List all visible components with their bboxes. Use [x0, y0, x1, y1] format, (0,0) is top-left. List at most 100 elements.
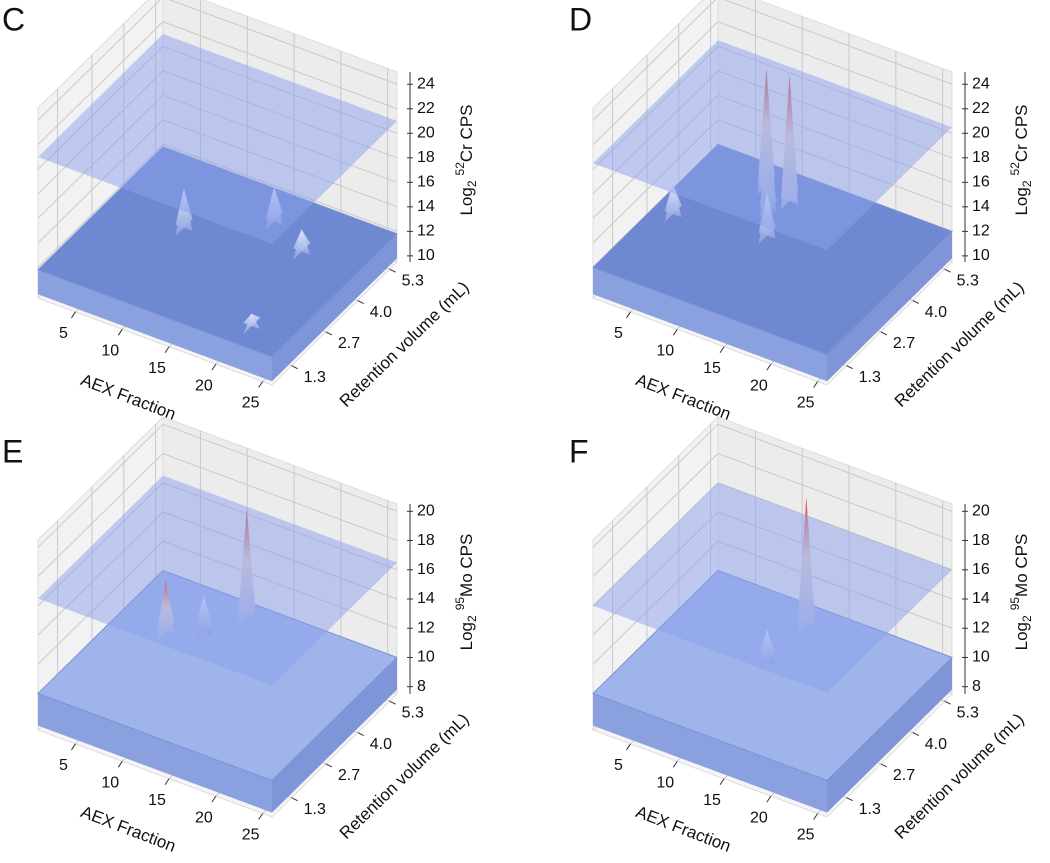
y-tick-label: 4.0: [925, 736, 947, 753]
y-tick: [357, 732, 365, 737]
y-tick: [389, 700, 396, 705]
z-tick-label: 8: [417, 678, 426, 695]
z-label-rest: Cr CPS: [457, 104, 476, 162]
z-label-sup: 52: [453, 162, 467, 176]
x-axis-label: AEX Fraction: [78, 370, 178, 424]
y-tick: [325, 331, 333, 336]
x-tick-label: 15: [148, 360, 166, 377]
x-tick: [766, 795, 772, 803]
y-tick-label: 4.0: [370, 304, 392, 321]
x-tick: [258, 381, 264, 388]
z-tick-label: 22: [417, 100, 435, 117]
y-tick-label: 5.3: [957, 704, 979, 721]
y-tick: [912, 300, 920, 305]
grid-line: [592, 0, 716, 121]
z-label-base: Log: [1012, 187, 1031, 215]
z-tick-label: 18: [972, 532, 990, 549]
z-tick-label: 20: [972, 125, 990, 142]
panel: 5 10 15 20 25 1.3 2.7 4.0 5.3 10 12 14 16 18 20 22 24 D AE…: [569, 0, 1034, 424]
grid-line: [592, 482, 719, 607]
surface-side: [38, 269, 272, 382]
z-tick-label: 20: [972, 503, 990, 520]
x-tick-label: 10: [101, 343, 119, 360]
grid-line: [592, 453, 719, 577]
y-tick-label: 5.3: [957, 272, 979, 289]
x-tick-label: 20: [195, 377, 213, 394]
surface-side: [272, 657, 397, 813]
y-tick-label: 1.3: [304, 801, 326, 818]
x-tick-label: 25: [797, 827, 815, 844]
x-tick: [117, 329, 123, 336]
z-label-base: Log: [457, 622, 476, 650]
grid-line: [162, 21, 398, 110]
z-tick-label: 10: [972, 247, 990, 264]
y-tick: [880, 331, 888, 336]
x-tick-label: 25: [797, 395, 815, 412]
z-label-sub: 2: [1020, 180, 1034, 187]
projection-plane: [593, 482, 952, 693]
peak: [243, 313, 261, 335]
x-tick-label: 15: [703, 360, 721, 377]
peak: [175, 188, 193, 237]
z-label-base: Log: [1012, 622, 1031, 650]
z-tick-label: 18: [417, 532, 435, 549]
surface-side: [593, 693, 827, 813]
z-tick-label: 10: [417, 247, 435, 264]
z-tick-label: 16: [417, 174, 435, 191]
projection-plane: [38, 34, 397, 244]
y-tick-label: 2.7: [893, 335, 915, 352]
z-tick-label: 12: [417, 223, 435, 240]
x-tick: [164, 346, 170, 353]
grid-line: [162, 453, 398, 542]
z-tick-label: 12: [972, 619, 990, 636]
z-tick-label: 8: [972, 678, 981, 695]
y-tick: [389, 268, 396, 273]
y-tick: [944, 268, 951, 273]
x-tick-label: 15: [148, 792, 166, 809]
x-tick: [719, 778, 725, 785]
x-tick: [813, 813, 819, 820]
grid-line: [37, 423, 164, 548]
z-tick-label: 10: [417, 649, 435, 666]
surface-side: [827, 231, 952, 382]
x-tick: [71, 743, 76, 751]
x-axis-label: AEX Fraction: [633, 802, 733, 856]
y-tick: [291, 365, 298, 370]
z-label-base: Log: [457, 187, 476, 215]
z-tick-label: 20: [417, 503, 435, 520]
y-tick-label: 5.3: [402, 272, 424, 289]
z-tick-label: 20: [417, 125, 435, 142]
y-tick-label: 4.0: [370, 736, 392, 753]
grid-line: [168, 0, 398, 85]
x-tick: [719, 346, 725, 353]
projection-plane: [593, 40, 952, 251]
grid-line: [723, 0, 953, 85]
y-tick: [291, 797, 298, 802]
y-tick: [846, 797, 853, 802]
x-tick-label: 5: [614, 757, 623, 774]
z-tick-label: 24: [417, 75, 435, 92]
y-tick-label: 1.3: [859, 369, 881, 386]
y-tick-label: 2.7: [338, 767, 360, 784]
z-tick-label: 14: [972, 198, 990, 215]
panel-label: F: [569, 433, 589, 469]
x-tick-label: 25: [242, 395, 260, 412]
x-tick: [211, 363, 217, 371]
z-tick-label: 18: [972, 149, 990, 166]
x-tick-label: 10: [656, 775, 674, 792]
x-tick: [117, 761, 123, 768]
surface-side: [38, 693, 272, 813]
z-tick-label: 12: [417, 619, 435, 636]
z-label-sub: 2: [465, 180, 479, 187]
x-tick: [766, 363, 772, 371]
grid-line: [592, 21, 719, 146]
surface-side: [593, 267, 827, 382]
z-tick-label: 22: [972, 100, 990, 117]
z-label-sub: 2: [1020, 615, 1034, 622]
z-tick-label: 18: [417, 149, 435, 166]
x-tick: [813, 381, 819, 388]
z-axis-label: Log2 95Mo CPS: [453, 534, 479, 651]
y-tick-label: 5.3: [402, 704, 424, 721]
peak: [293, 229, 311, 260]
